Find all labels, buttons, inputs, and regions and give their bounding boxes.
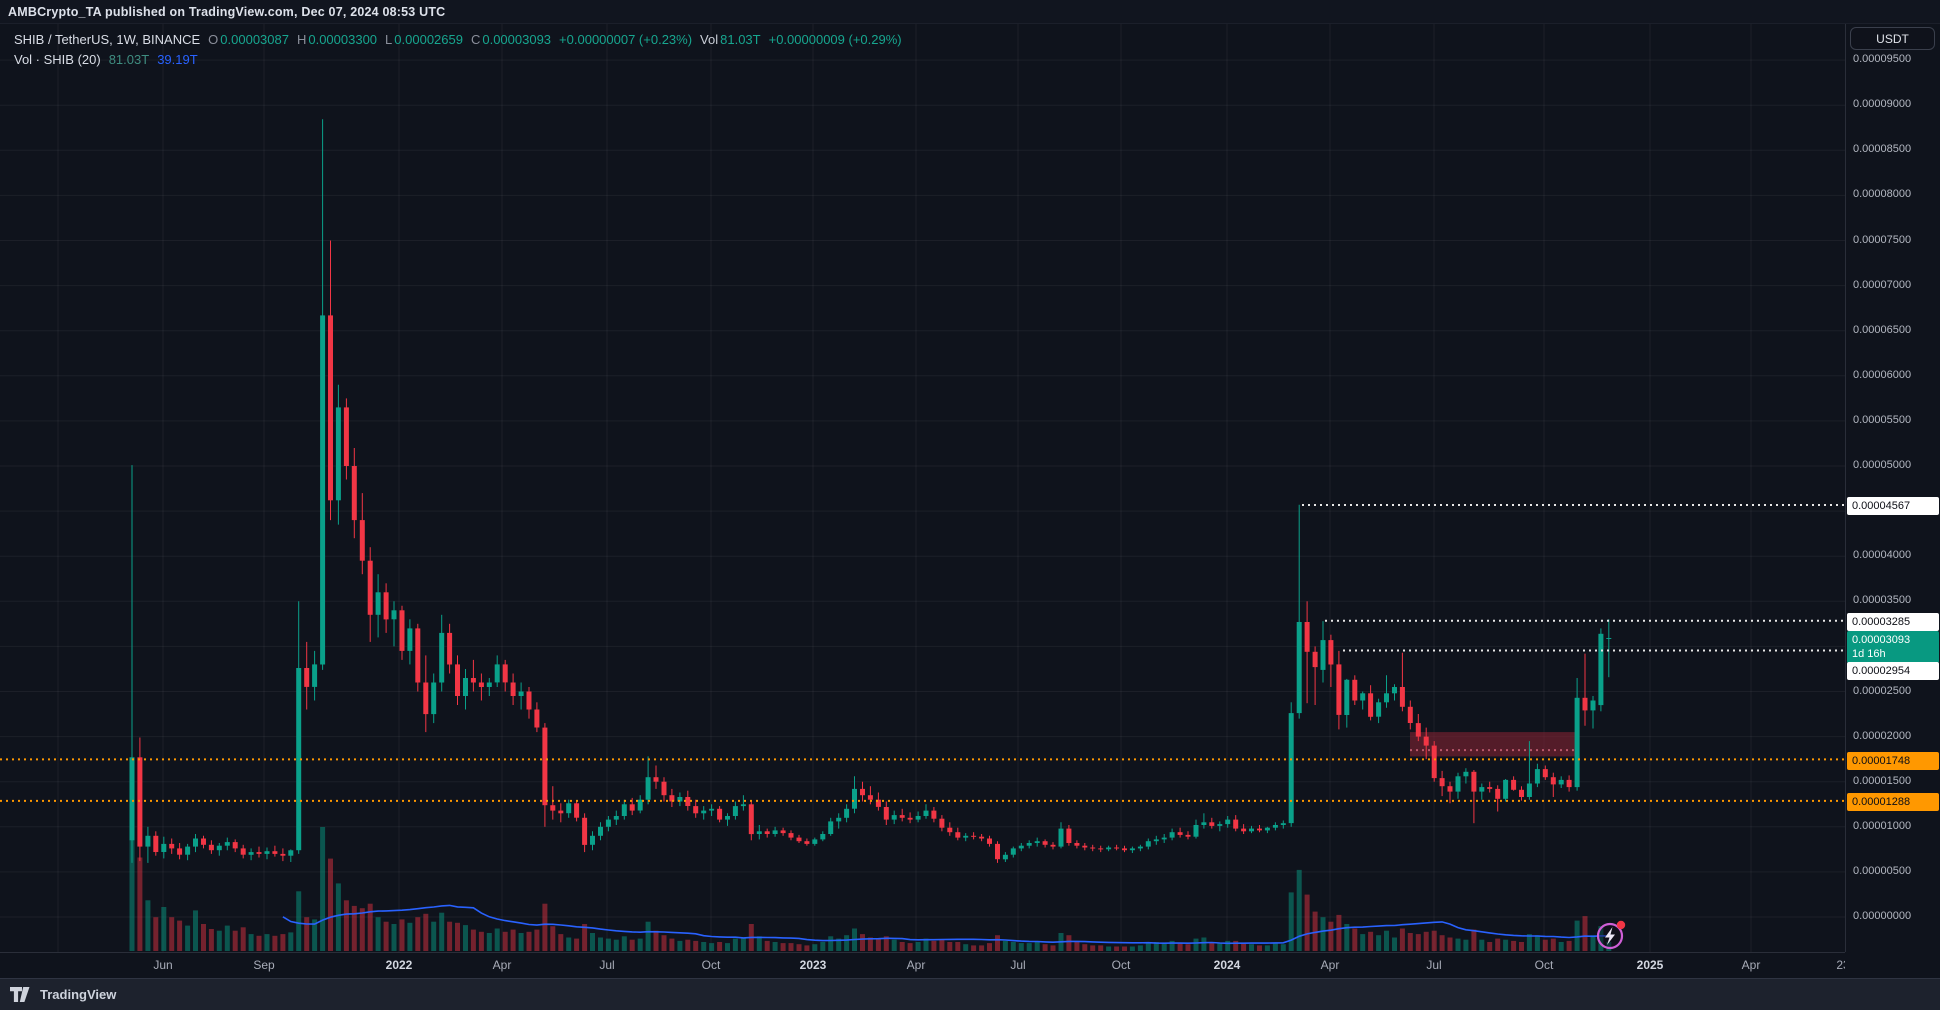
time-tick-label: Apr [906, 958, 926, 972]
price-tick-label: 0.00004000 [1853, 549, 1912, 562]
time-tick-label: Oct [701, 958, 721, 972]
volume-ma-value: 39.19T [157, 51, 198, 67]
price-tick-label: 0.00005500 [1853, 413, 1912, 426]
price-tick-label: 0.00005000 [1853, 459, 1912, 471]
volume-indicator-value: 81.03T [108, 51, 150, 67]
time-tick-label: Apr [1320, 958, 1340, 972]
price-tick-label: 0.00007000 [1853, 278, 1912, 291]
high-value: H 0.00003300 [296, 31, 378, 47]
price-tick-label: 0.00003500 [1853, 594, 1912, 607]
attribution-bar: AMBCrypto_TA published on TradingView.co… [0, 0, 1940, 24]
price-axis[interactable]: USDT 0.00009500 0.00009000 0.00008500 0.000… [1845, 24, 1940, 952]
time-tick-label: Oct [1534, 958, 1554, 972]
price-tick-label: 0.00009000 [1853, 98, 1912, 111]
time-tick-label: Apr [1741, 958, 1761, 972]
time-tick-label: Apr [492, 958, 512, 972]
volume-ma-line [282, 904, 1609, 945]
flash-marker-icon [1596, 920, 1626, 950]
time-tick-label: Jun [153, 958, 173, 972]
volume-change-value: +0.00000009 (+0.29%) [768, 31, 902, 47]
price-tick-label: 0.00002500 [1853, 684, 1912, 697]
volume-value: Vol 81.03T [700, 31, 761, 47]
supply-zone [1410, 732, 1575, 757]
price-level-badge: 0.00002954 [1847, 662, 1939, 680]
volume-indicator-row: Vol · SHIB (20) 81.03T 39.19T [14, 49, 902, 69]
close-value: C 0.00003093 [470, 31, 552, 47]
price-tick-label: 0.00008000 [1853, 188, 1912, 201]
tradingview-logo-icon[interactable] [10, 987, 32, 1002]
time-tick-label: 2024 [1213, 958, 1241, 972]
footer-bar: TradingView [0, 978, 1940, 1010]
price-tick-label: 0.00006500 [1853, 323, 1912, 336]
symbol-title[interactable]: SHIB / TetherUS, 1W, BINANCE [14, 31, 201, 47]
price-level-badge: 0.00003285 [1847, 613, 1939, 631]
price-tick-label: 0.00002000 [1853, 729, 1912, 742]
chart-legend: SHIB / TetherUS, 1W, BINANCE O 0.00003087… [14, 29, 902, 69]
time-tick-label: Jul [1426, 958, 1442, 972]
price-tick-label: 0.00001500 [1853, 774, 1912, 787]
tradingview-wordmark[interactable]: TradingView [40, 987, 117, 1002]
price-level-badge: 0.00001748 [1847, 752, 1939, 770]
price-tick-label: 0.00006000 [1853, 368, 1912, 381]
attribution-text: AMBCrypto_TA published on TradingView.co… [8, 4, 446, 19]
price-level-badge: 0.00001288 [1847, 793, 1939, 811]
countdown-timer: 1d 16h [1852, 648, 1886, 660]
price-tick-label: 0.00008500 [1853, 143, 1912, 156]
time-tick-label: Sep [253, 958, 275, 972]
time-axis[interactable]: Jun Sep 2022 Apr Jul Oct 2023 Apr Jul Oct 2024 Apr J… [0, 952, 1845, 978]
time-tick-label: 2025 [1636, 958, 1664, 972]
last-price-badge: 0.00003093 1d 16h [1847, 631, 1939, 663]
time-tick-label: 2022 [385, 958, 413, 972]
time-tick-label: Oct [1111, 958, 1131, 972]
symbol-legend-row: SHIB / TetherUS, 1W, BINANCE O 0.00003087… [14, 29, 902, 49]
change-value: +0.00000007 (+0.23%) [559, 31, 693, 47]
volume-indicator-title[interactable]: Vol · SHIB (20) [14, 51, 101, 67]
price-tick-label: 0.00007500 [1853, 233, 1912, 246]
time-tick-label: Jul [599, 958, 615, 972]
time-tick-label: 23 [1836, 958, 1845, 972]
time-tick-label: Jul [1010, 958, 1026, 972]
price-tick-label: 0.00000500 [1853, 864, 1912, 877]
price-tick-label: 0.00009500 [1853, 53, 1912, 66]
currency-toggle-button[interactable]: USDT [1850, 27, 1935, 50]
low-value: L 0.00002659 [385, 31, 463, 47]
price-tick-label: 0.00000000 [1853, 910, 1912, 922]
price-tick-label: 0.00001000 [1853, 819, 1912, 832]
time-tick-label: 2023 [799, 958, 827, 972]
price-level-badge: 0.00004567 [1847, 497, 1939, 515]
open-value: O 0.00003087 [208, 31, 289, 47]
